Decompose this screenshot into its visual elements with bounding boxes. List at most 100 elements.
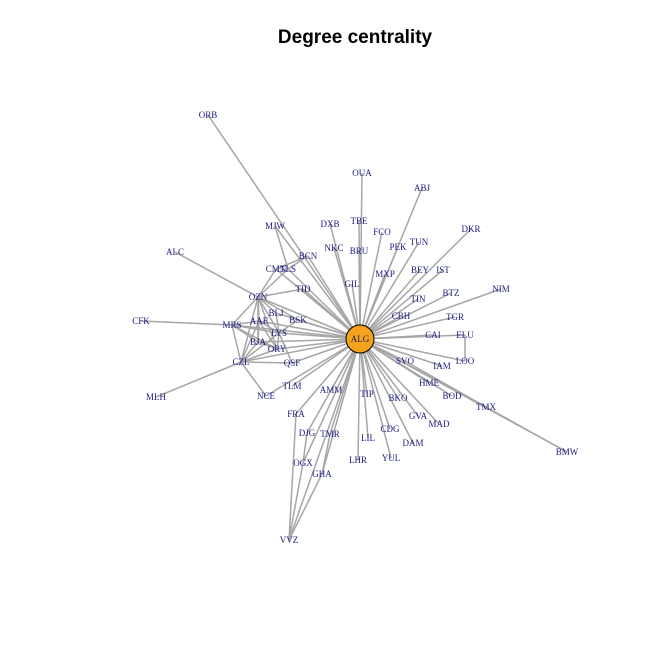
node-label-ogx: OGX [293,458,313,468]
node-label-lys: LYS [271,328,287,338]
edge-ozn-ory [257,296,278,350]
node-label-oua: OUA [352,168,372,178]
node-label-tlm: TLM [283,381,302,391]
edge-tls-bcn [287,255,309,270]
node-label-nim: NIM [492,284,510,294]
node-label-mad: MAD [428,419,450,429]
node-label-cdg: CDG [380,424,400,434]
edge-alg-lhr [357,338,361,461]
edge-alg-elu [359,334,466,340]
edge-alg-yul [359,338,392,459]
node-label-cmn: CMN [266,264,287,274]
node-label-lhr: LHR [349,455,367,465]
edge-alg-nim [359,288,502,340]
edge-alg-tun [359,241,420,340]
node-label-alc: ALC [166,247,184,257]
edge-ozn-tid [257,288,304,298]
edge-cmn-bcn [275,255,309,270]
edge-alg-mad [359,338,440,425]
node-label-gva: GVA [409,411,428,421]
edge-alg-nkc [333,247,361,340]
node-label-bod: BOD [442,391,462,401]
edge-czl-lys [240,332,280,363]
hub-node-label: ALG [351,334,370,344]
node-label-bey: BEY [411,265,430,275]
edge-mrs-ory [231,324,278,350]
node-label-vvz: VVZ [280,535,299,545]
edge-alg-bcn [307,255,361,340]
edge-tmx-bmw [485,406,568,453]
edge-vvz-ogx [288,462,304,541]
edge-aae-lys [258,320,280,334]
edge-alg-ozn [257,296,361,340]
node-label-qsf: QSF [284,358,301,368]
edge-ozn-czl [240,296,259,363]
edge-czl-ory [240,348,278,363]
edge-alg-gva [359,338,419,417]
edge-alg-cdg [359,338,391,430]
node-label-tmx: TMX [476,402,497,412]
node-label-fra: FRA [287,409,305,419]
node-label-tbe: TBE [351,216,369,226]
edge-ozn-bsk [257,296,299,321]
node-label-aae: AAE [250,316,269,326]
node-label-bmw: BMW [556,447,579,457]
edge-alg-fra [295,338,361,415]
edge-alg-djg [306,338,361,434]
node-label-mrs: MRS [222,320,241,330]
edge-alg-gha [321,338,361,475]
node-label-dam: DAM [402,438,423,448]
edge-mrs-czl [231,324,242,363]
edge-svo-tmx [404,360,487,408]
edge-alg-bru [358,250,361,340]
edge-ozn-alc [174,251,259,298]
hub-node-group: ALG [345,324,375,354]
edge-czl-qsf [240,361,293,364]
edge-alg-orb [207,114,361,340]
edge-tls-mjw [274,225,289,270]
edge-alg-mjw [274,225,361,340]
node-label-lil: LIL [361,433,375,443]
edge-czl-mlh [155,361,242,398]
node-label-djg: DJG [299,428,316,438]
node-label-pek: PEK [389,242,407,252]
edge-alg-tgr [359,316,456,340]
edge-lys-ory [276,332,280,350]
edge-alg-mrs [231,324,361,340]
node-label-bja: BJA [250,337,267,347]
edge-alg-lil [359,338,369,439]
node-label-tip: TIP [360,389,374,399]
edge-ogx-djg [302,432,308,464]
node-label-loo: LOO [456,356,475,366]
edge-alg-nce [265,338,361,397]
node-label-tin: TIN [411,294,426,304]
node-label-nce: NCE [257,391,276,401]
edge-czl-nce [240,361,267,397]
node-label-cbh: CBH [392,311,411,321]
node-label-tgr: TGR [446,312,464,322]
hub-node-circle [345,324,375,354]
node-label-czl: CZL [233,357,250,367]
edge-aae-ory [258,320,278,350]
node-label-yul: YUL [382,453,401,463]
edge-czl-bja [240,341,259,363]
edge-ozn-tls [257,268,289,298]
node-label-gil: GIL [345,279,360,289]
edge-ozn-lys [257,296,280,334]
chart-title: Degree centrality [277,27,433,48]
edge-lys-qsf [278,332,293,364]
node-label-hme: HME [419,378,440,388]
node-label-cai: CAI [425,330,441,340]
node-label-amm: AMM [320,385,343,395]
node-label-gha: GHA [312,469,332,479]
node-label-cfk: CFK [132,316,150,326]
node-label-layer: ORB OUA ABJ MJW DXB TBE FCO DKR TUN ALC NKC BRU PEK B… [132,110,579,545]
node-label-bcn: BCN [299,251,318,261]
edge-vvz-gha [288,473,323,541]
node-label-ory: ORY [268,344,287,354]
node-label-mjw: MJW [265,221,286,231]
edge-aae-bja [257,320,260,343]
node-label-ist: IST [436,265,450,275]
node-label-mxp: MXP [375,269,395,279]
